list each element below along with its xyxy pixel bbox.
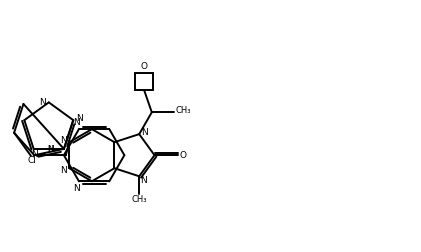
Text: O: O	[179, 151, 186, 160]
Text: N: N	[40, 98, 46, 107]
Text: CH₃: CH₃	[176, 106, 191, 115]
Text: N: N	[47, 145, 53, 154]
Text: CH₃: CH₃	[131, 195, 147, 204]
Text: H: H	[47, 145, 53, 154]
Text: N: N	[60, 166, 67, 175]
Text: N: N	[31, 150, 38, 159]
Text: Cl: Cl	[27, 156, 36, 165]
Text: N: N	[141, 128, 148, 137]
Text: N: N	[74, 118, 80, 127]
Text: N: N	[74, 184, 80, 193]
Text: N: N	[76, 114, 83, 122]
Text: N: N	[60, 136, 67, 145]
Text: N: N	[140, 176, 147, 185]
Text: O: O	[141, 62, 148, 71]
